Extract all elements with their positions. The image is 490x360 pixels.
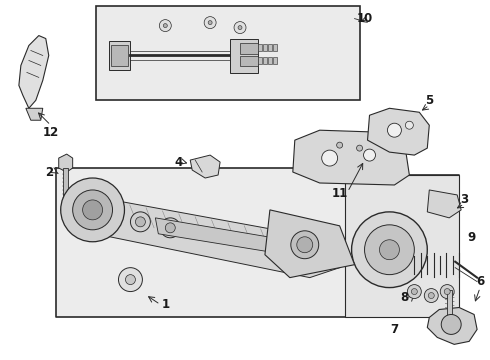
Circle shape	[379, 240, 399, 260]
Circle shape	[159, 20, 171, 32]
Bar	[240, 42, 258, 54]
Circle shape	[322, 150, 338, 166]
Bar	[268, 58, 272, 64]
Text: 5: 5	[425, 94, 434, 107]
Polygon shape	[344, 175, 459, 318]
Circle shape	[291, 231, 318, 259]
Circle shape	[424, 289, 438, 302]
Polygon shape	[368, 108, 429, 155]
Bar	[258, 44, 262, 51]
Circle shape	[407, 285, 421, 298]
Circle shape	[364, 149, 375, 161]
Circle shape	[130, 212, 150, 232]
Circle shape	[73, 190, 113, 230]
Text: 1: 1	[161, 298, 170, 311]
Circle shape	[125, 275, 135, 285]
Polygon shape	[59, 154, 73, 172]
Circle shape	[83, 200, 102, 220]
Circle shape	[357, 145, 363, 151]
Bar	[230, 39, 258, 73]
Circle shape	[428, 293, 434, 298]
Bar	[273, 58, 277, 64]
Text: 2: 2	[45, 166, 53, 179]
Circle shape	[405, 121, 414, 129]
Circle shape	[204, 17, 216, 28]
Circle shape	[165, 223, 175, 233]
Circle shape	[388, 123, 401, 137]
Polygon shape	[293, 130, 409, 185]
Circle shape	[441, 315, 461, 334]
Bar	[273, 44, 277, 51]
Text: 11: 11	[332, 188, 348, 201]
Circle shape	[297, 237, 313, 253]
Text: 6: 6	[476, 275, 484, 288]
Polygon shape	[265, 210, 355, 278]
Bar	[240, 57, 258, 67]
Circle shape	[412, 289, 417, 294]
Bar	[263, 58, 267, 64]
Text: 12: 12	[43, 126, 59, 139]
Bar	[63, 168, 68, 208]
Circle shape	[160, 218, 180, 238]
Bar	[268, 44, 272, 51]
Circle shape	[234, 22, 246, 33]
Circle shape	[440, 285, 454, 298]
Text: 9: 9	[467, 231, 475, 244]
Circle shape	[119, 268, 143, 292]
Bar	[111, 45, 128, 67]
Circle shape	[352, 212, 427, 288]
Text: 7: 7	[391, 323, 398, 336]
Polygon shape	[61, 192, 340, 278]
Text: 3: 3	[460, 193, 468, 206]
Text: 8: 8	[400, 291, 409, 304]
Circle shape	[135, 217, 146, 227]
Circle shape	[163, 24, 167, 28]
Circle shape	[208, 21, 212, 24]
Bar	[96, 6, 360, 100]
Polygon shape	[190, 155, 220, 178]
Bar	[258, 58, 262, 64]
Text: 4: 4	[174, 156, 182, 168]
Bar	[263, 44, 267, 51]
Circle shape	[238, 26, 242, 30]
Circle shape	[365, 225, 415, 275]
Polygon shape	[427, 307, 477, 345]
Bar	[447, 289, 452, 318]
Circle shape	[61, 178, 124, 242]
Text: 10: 10	[356, 12, 373, 25]
Polygon shape	[427, 190, 461, 218]
Bar	[108, 41, 130, 71]
Polygon shape	[26, 108, 43, 120]
Polygon shape	[19, 36, 49, 108]
Polygon shape	[56, 168, 459, 318]
Circle shape	[337, 142, 343, 148]
Polygon shape	[155, 218, 318, 260]
Circle shape	[444, 289, 450, 294]
